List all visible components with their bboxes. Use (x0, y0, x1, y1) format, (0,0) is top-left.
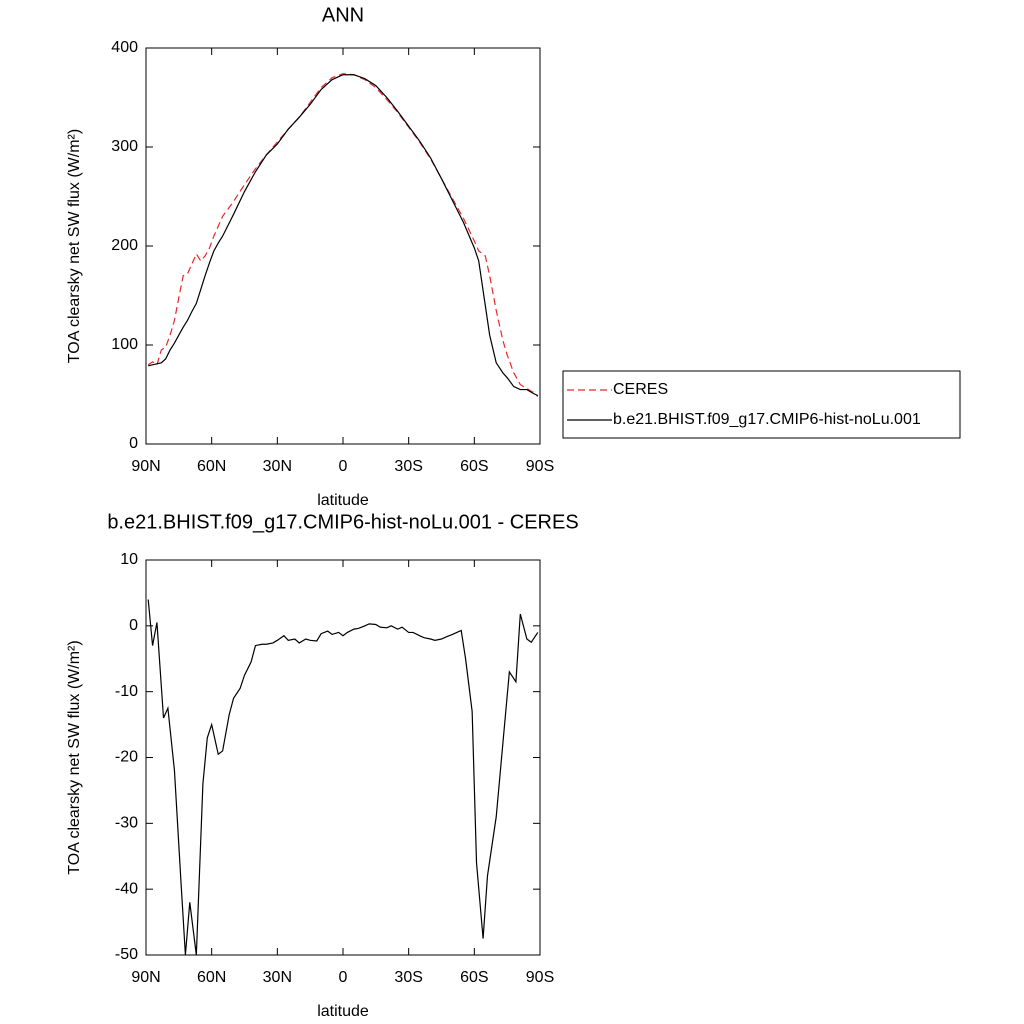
y-tick-label: 100 (111, 336, 138, 353)
data-line (147, 599, 539, 956)
data-line (148, 74, 539, 397)
x-tick-label: 30S (394, 458, 422, 475)
data-line (147, 73, 539, 397)
x-tick-label: 60S (460, 969, 488, 986)
y-tick-label: -20 (115, 749, 138, 766)
chart-title: b.e21.BHIST.f09_g17.CMIP6-hist-noLu.001 … (107, 511, 578, 533)
y-tick-label: 200 (111, 237, 138, 254)
y-axis-label: TOA clearsky net SW flux (W/m²) (66, 129, 83, 363)
x-tick-label: 90N (131, 969, 160, 986)
x-tick-label: 90N (131, 458, 160, 475)
plot-frame (145, 47, 541, 445)
y-tick-label: 10 (120, 551, 138, 568)
y-tick-label: 400 (111, 39, 138, 56)
x-tick-label: 0 (339, 458, 348, 475)
legend-box (562, 370, 961, 439)
x-tick-label: 60N (197, 458, 226, 475)
legend-label: b.e21.BHIST.f09_g17.CMIP6-hist-noLu.001 (613, 411, 921, 428)
y-tick-label: -30 (115, 815, 138, 832)
x-tick-label: 90S (526, 458, 554, 475)
x-tick-label: 90S (526, 969, 554, 986)
legend-label: CERES (613, 381, 668, 398)
x-axis-label: latitude (317, 1003, 369, 1020)
x-tick-label: 30S (394, 969, 422, 986)
y-tick-label: 0 (129, 617, 138, 634)
chart-title: ANN (322, 4, 364, 26)
x-tick-label: 30N (263, 458, 292, 475)
y-axis-label: TOA clearsky net SW flux (W/m²) (66, 640, 83, 874)
y-tick-label: 300 (111, 138, 138, 155)
x-tick-label: 30N (263, 969, 292, 986)
y-tick-label: -10 (115, 683, 138, 700)
x-tick-label: 60N (197, 969, 226, 986)
x-axis-label: latitude (317, 492, 369, 509)
x-tick-label: 0 (339, 969, 348, 986)
x-tick-label: 60S (460, 458, 488, 475)
y-tick-label: -50 (115, 946, 138, 963)
y-tick-label: 0 (129, 435, 138, 452)
y-tick-label: -40 (115, 880, 138, 897)
